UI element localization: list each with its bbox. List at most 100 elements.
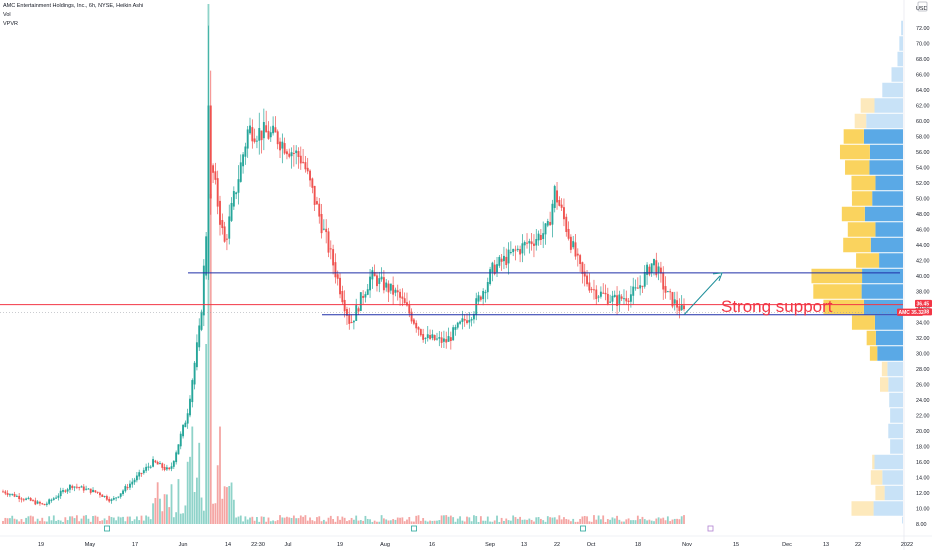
candle-body	[105, 496, 108, 500]
candle	[595, 285, 598, 305]
volume-bar	[346, 521, 348, 524]
candle	[623, 289, 625, 305]
candle-body	[115, 497, 118, 499]
candle-body	[18, 495, 21, 500]
volume-bar	[401, 517, 404, 524]
candle	[212, 163, 215, 184]
candle-body	[449, 337, 452, 342]
candle	[389, 283, 392, 294]
candle	[265, 110, 268, 133]
candle-body	[549, 221, 552, 226]
vpvr-indicator-label[interactable]: VPVR	[3, 21, 18, 27]
volume-bar	[156, 482, 159, 524]
candle	[641, 285, 644, 294]
candle	[96, 491, 99, 495]
candle	[429, 329, 432, 341]
volume-bar	[101, 520, 104, 524]
time-tick-label: 19	[38, 542, 44, 548]
volume-bar	[620, 521, 623, 524]
volume-bars-layer	[2, 4, 685, 524]
volume-bar	[124, 521, 127, 524]
time-tick-label: Jun	[179, 542, 188, 548]
candle-body	[382, 277, 385, 291]
candle-body	[228, 216, 231, 239]
candle	[472, 310, 475, 324]
volume-bar	[380, 515, 383, 524]
candle	[239, 154, 242, 183]
candle-body	[352, 320, 355, 323]
candle-body	[34, 500, 37, 505]
candle-body	[634, 287, 637, 289]
vp-up-bar	[888, 377, 903, 392]
candle	[477, 291, 480, 305]
vp-row	[847, 222, 903, 237]
candle	[523, 240, 526, 256]
price-tick-label: 8.00	[916, 522, 927, 528]
candle	[636, 277, 639, 289]
candle	[348, 307, 351, 330]
volume-bar	[671, 519, 674, 524]
candle	[138, 469, 141, 480]
candle	[662, 266, 665, 300]
candle	[232, 186, 235, 210]
candle-body	[207, 105, 210, 273]
candle-body	[297, 151, 300, 157]
volume-bar	[528, 518, 531, 524]
candle-body	[232, 191, 235, 207]
time-tick-label: Oct	[587, 542, 596, 548]
volume-bar	[475, 516, 478, 524]
volume-bar	[281, 517, 284, 524]
candle-body	[279, 141, 281, 151]
candle-body	[27, 497, 30, 499]
candle-body	[528, 240, 531, 244]
volume-bar	[177, 479, 180, 524]
candle-body	[149, 466, 152, 468]
candle	[89, 488, 92, 495]
volume-bar	[484, 520, 487, 524]
candle	[262, 108, 265, 151]
candle-body	[200, 311, 203, 330]
volume-bar	[119, 517, 122, 524]
candle-body	[68, 484, 71, 490]
candle	[219, 195, 221, 236]
vol-indicator-label[interactable]: Vol	[3, 12, 11, 18]
candle	[602, 283, 605, 294]
volume-bar	[209, 194, 212, 524]
candle	[163, 463, 166, 472]
candle-body	[556, 190, 558, 203]
candle	[64, 489, 67, 494]
volume-bar	[392, 519, 395, 524]
candle-body	[316, 201, 318, 205]
candle-body	[359, 292, 362, 311]
candle-body	[387, 283, 390, 293]
candle	[378, 271, 381, 293]
candle	[55, 495, 58, 500]
candle	[306, 157, 309, 175]
candle	[544, 222, 547, 245]
volume-bar	[366, 518, 369, 524]
volume-bar	[311, 520, 314, 524]
candle-body	[179, 433, 182, 447]
volume-bar	[161, 511, 164, 524]
time-tick-label: 19	[337, 542, 343, 548]
volume-bar	[228, 486, 231, 524]
candle	[6, 490, 9, 497]
candle-body	[103, 495, 106, 497]
price-tick-label: 68.00	[916, 57, 930, 63]
candle-body	[632, 286, 635, 296]
volume-bar	[318, 516, 321, 524]
candle-body	[170, 466, 173, 469]
candle-body	[597, 296, 600, 298]
volume-bar	[477, 521, 480, 524]
price-tick-label: 20.00	[916, 429, 930, 435]
candle	[387, 280, 390, 302]
candle	[182, 424, 185, 439]
candle-body	[466, 320, 468, 324]
candle-body	[599, 291, 602, 297]
volume-bar	[364, 515, 367, 524]
volume-bar	[309, 517, 311, 524]
volume-bar	[163, 494, 166, 524]
candle	[537, 230, 540, 246]
